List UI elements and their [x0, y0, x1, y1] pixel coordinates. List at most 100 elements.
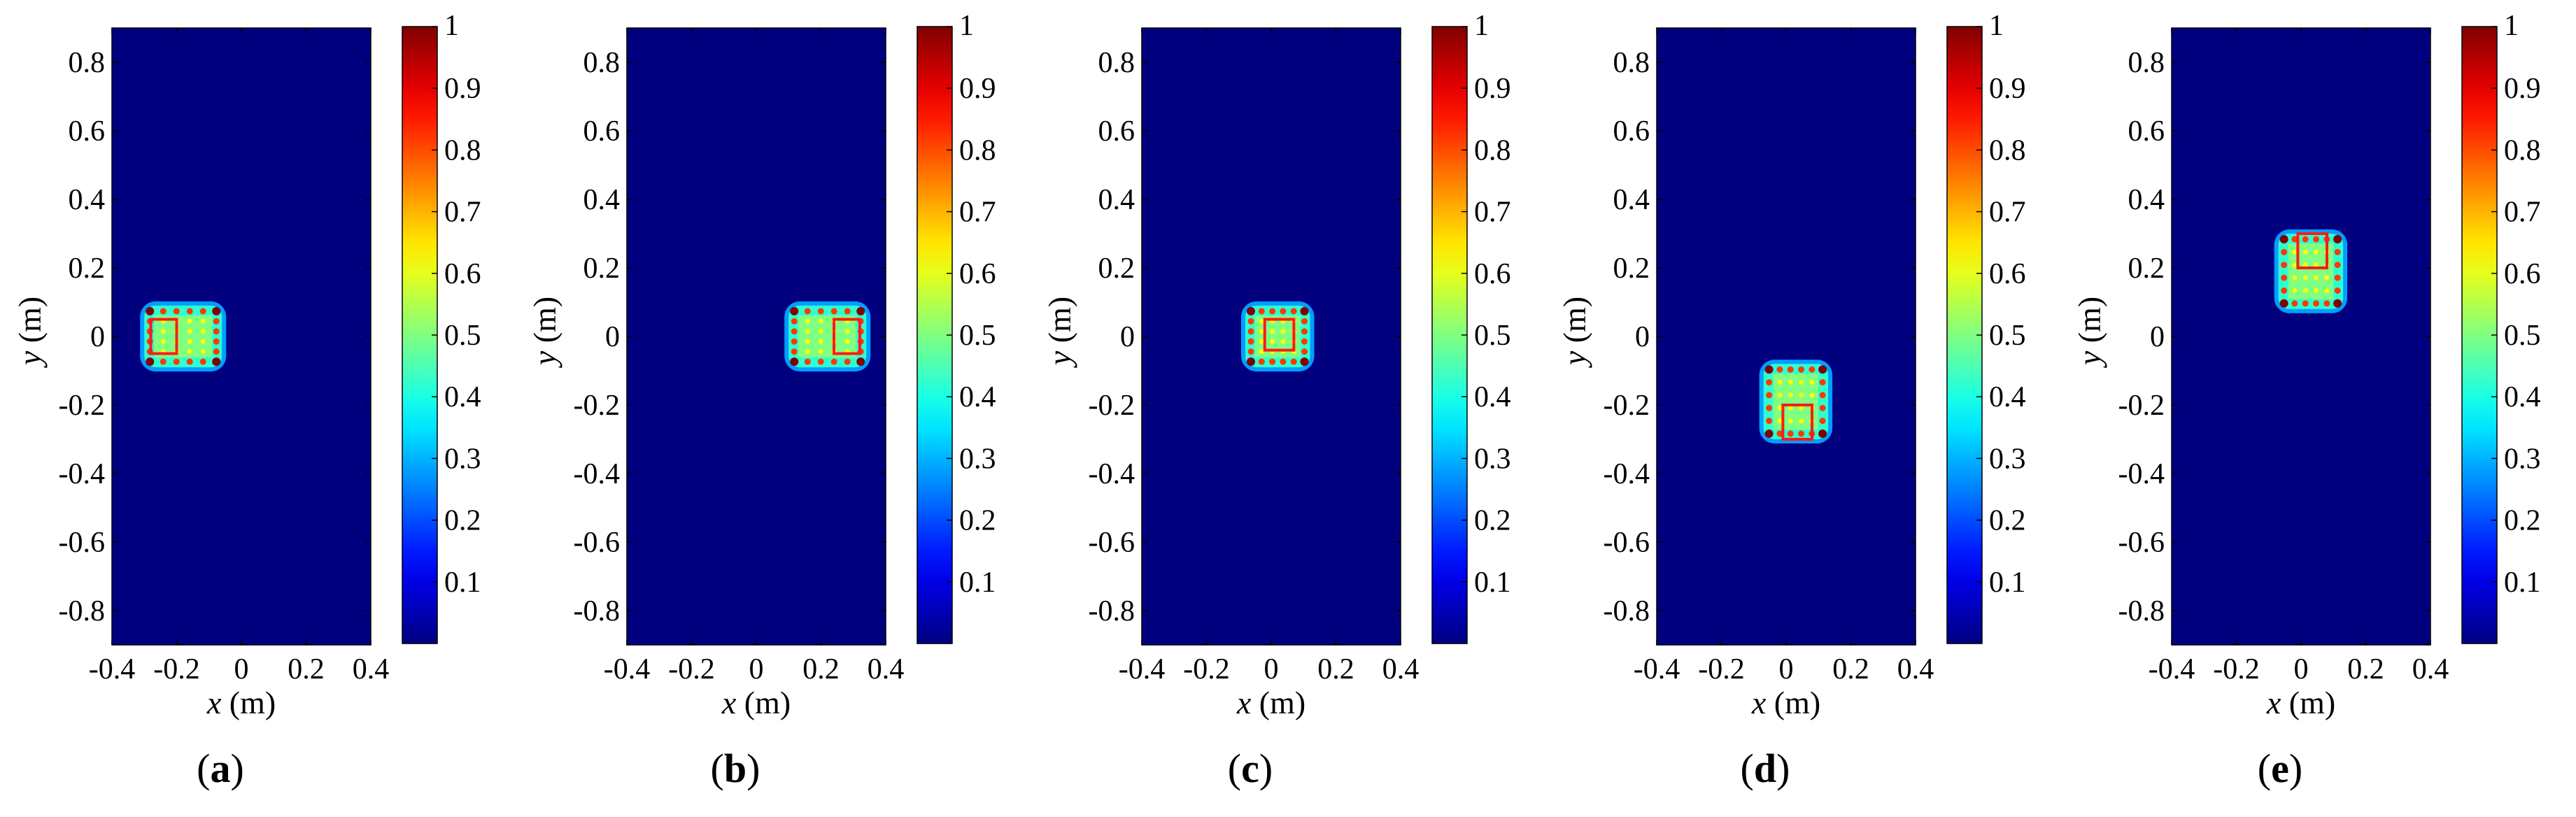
y-tick-label: -0.8	[1089, 595, 1135, 627]
x-axis-label: x (m)	[206, 685, 276, 720]
intensity-point	[2292, 249, 2298, 255]
target-marker-box	[833, 318, 861, 355]
colorbar-tick-label: 0.1	[1474, 567, 1511, 599]
intensity-point	[1798, 430, 1805, 437]
intensity-point	[2324, 287, 2330, 293]
intensity-point	[1818, 365, 1827, 374]
x-tick-label: -0.2	[153, 653, 200, 685]
y-tick-label: 0.8	[583, 47, 621, 79]
y-axis-label: y (m)	[2072, 297, 2107, 368]
y-tick-label: -0.2	[59, 390, 106, 422]
intensity-point	[160, 358, 167, 365]
intensity-point	[2302, 275, 2308, 280]
panel-label: (d)	[1741, 746, 1790, 791]
intensity-point	[187, 339, 192, 344]
colorbar-tick-label: 1	[1989, 10, 2004, 42]
intensity-point	[2314, 275, 2319, 280]
intensity-point	[1247, 338, 1254, 345]
x-tick-label: 0.4	[2412, 653, 2449, 685]
intensity-point	[2314, 287, 2319, 293]
x-axis-variable: x	[2266, 685, 2281, 720]
intensity-point	[2334, 287, 2341, 294]
intensity-point	[1247, 328, 1254, 335]
x-tick-label: 0.2	[2347, 653, 2384, 685]
y-tick-label: 0.6	[583, 115, 621, 148]
intensity-point	[1777, 418, 1783, 424]
x-tick-label: 0.4	[1897, 653, 1934, 685]
intensity-point	[1818, 429, 1827, 438]
colorbar-tick-label: 0.9	[444, 73, 481, 105]
colorbar-tick-label: 0.7	[444, 197, 481, 229]
y-tick-label: 0.6	[1098, 115, 1135, 148]
intensity-point	[186, 308, 193, 315]
intensity-point	[818, 349, 823, 355]
colorbar-tick-label: 0.4	[2504, 381, 2541, 413]
colorbar-tick-label: 0.7	[959, 197, 996, 229]
heatmap-panel-b: 0.8 0.6 0.4 0.2 0 -0.2 -0.4 -0.6 -0.8 -0.4 -0.2 0 0.…	[527, 10, 996, 791]
intensity-point	[804, 358, 811, 365]
y-tick-label: -0.8	[59, 595, 106, 627]
intensity-point	[1269, 308, 1276, 315]
intensity-point	[1788, 405, 1793, 411]
panel-letter: e	[2271, 746, 2289, 791]
colorbar-tick-label: 0.2	[2504, 505, 2541, 537]
intensity-point	[2302, 287, 2308, 293]
intensity-point	[1280, 358, 1287, 365]
intensity-point	[1809, 380, 1815, 385]
y-tick-label: -0.6	[1089, 527, 1135, 559]
intensity-point	[1301, 318, 1308, 325]
target-marker-box	[149, 318, 178, 355]
y-tick-label: 0	[1635, 321, 1650, 353]
y-tick-label: 0.4	[1613, 184, 1650, 216]
colorbar-tick-label: 0.2	[444, 505, 481, 537]
intensity-point	[187, 329, 192, 334]
y-axis-variable: y	[1557, 350, 1592, 368]
x-tick-label: 0.4	[353, 653, 390, 685]
intensity-point	[844, 358, 851, 365]
intensity-point	[1247, 357, 1255, 367]
panel-label: (c)	[1228, 746, 1273, 791]
colorbar	[2461, 26, 2498, 644]
y-tick-label: -0.6	[1604, 527, 1650, 559]
colorbar-tick-label: 0.5	[2504, 320, 2541, 352]
intensity-point	[213, 328, 220, 335]
intensity-point	[1259, 349, 1264, 355]
y-axis-label: y (m)	[1042, 297, 1077, 368]
intensity-point	[160, 329, 166, 334]
y-tick-label: -0.2	[574, 390, 621, 422]
x-axis-label: x (m)	[1751, 685, 1820, 720]
intensity-point	[1301, 338, 1308, 345]
y-tick-label: 0	[2150, 321, 2165, 353]
colorbar-tick-label: 0.6	[2504, 258, 2541, 290]
colorbar	[1946, 26, 1983, 644]
y-tick-label: 0.6	[2128, 115, 2165, 148]
y-tick-label: 0	[1120, 321, 1135, 353]
intensity-point	[160, 308, 167, 315]
y-tick-label: 0.2	[1613, 253, 1650, 285]
y-tick-label: -0.6	[2118, 527, 2165, 559]
intensity-point	[1776, 430, 1783, 437]
intensity-point	[212, 357, 221, 367]
x-tick-label: -0.2	[2213, 653, 2260, 685]
y-axis-unit: (m)	[1042, 297, 1077, 351]
intensity-point	[1764, 365, 1774, 374]
intensity-point	[1799, 392, 1804, 398]
colorbar-tick-label: 0.1	[2504, 567, 2541, 599]
colorbar-tick-label: 1	[1474, 10, 1489, 42]
intensity-region	[784, 301, 871, 372]
intensity-region	[1241, 301, 1315, 372]
y-axis-unit: (m)	[2072, 297, 2107, 351]
intensity-point	[817, 358, 824, 365]
intensity-point	[790, 357, 799, 367]
intensity-point	[1777, 405, 1783, 411]
intensity-point	[213, 338, 220, 345]
y-axis-variable: y	[12, 350, 48, 368]
intensity-point	[2292, 262, 2298, 268]
x-axis-label: x (m)	[1236, 685, 1305, 720]
y-tick-label: -0.4	[574, 458, 621, 490]
y-tick-label: -0.4	[1604, 458, 1650, 490]
intensity-point	[1809, 392, 1815, 398]
intensity-point	[199, 308, 206, 315]
plot-background	[1657, 28, 1916, 645]
